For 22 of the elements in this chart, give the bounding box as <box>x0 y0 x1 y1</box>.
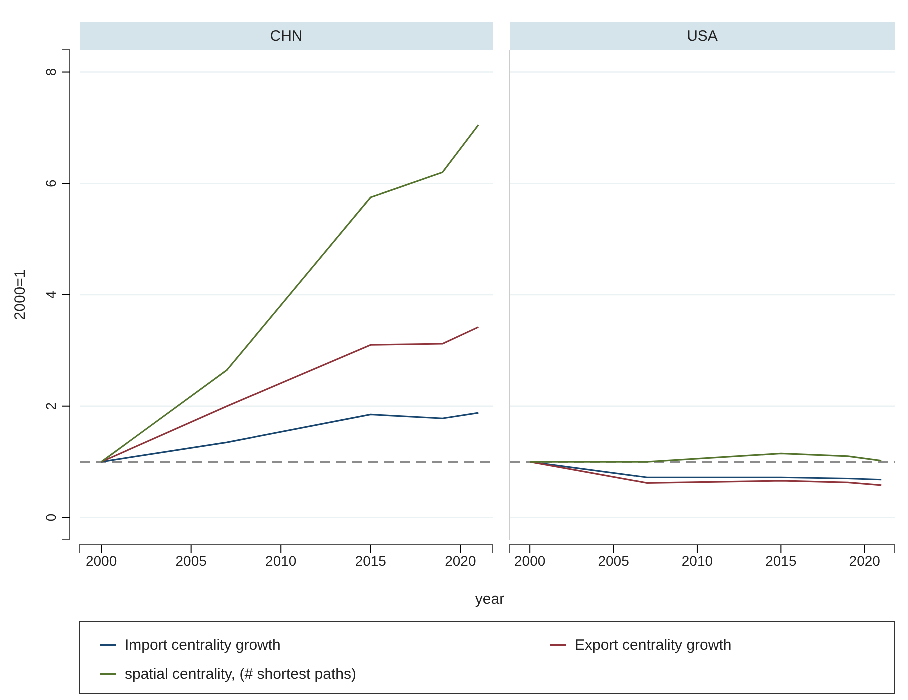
legend-label: Export centrality growth <box>575 637 732 654</box>
x-tick-label: 2015 <box>355 552 387 569</box>
x-tick-label: 2020 <box>849 552 881 569</box>
legend-label: spatial centrality, (# shortest paths) <box>125 666 356 683</box>
y-tick-label: 8 <box>43 68 59 76</box>
x-tick-label: 2000 <box>514 552 546 569</box>
x-tick-label: 2005 <box>176 552 208 569</box>
y-axis-title: 2000=1 <box>12 270 29 320</box>
y-tick-label: 6 <box>43 180 59 188</box>
x-tick-label: 2010 <box>682 552 714 569</box>
x-tick-label: 2020 <box>445 552 476 569</box>
x-axis-title: year <box>475 591 505 608</box>
y-tick-label: 0 <box>43 514 59 522</box>
y-tick-label: 4 <box>43 290 59 299</box>
y-tick-label: 2 <box>43 402 59 410</box>
x-tick-label: 2005 <box>598 552 630 569</box>
x-tick-label: 2015 <box>766 552 797 569</box>
chart-title: USA <box>687 28 718 45</box>
legend-label: Import centrality growth <box>125 637 281 654</box>
x-tick-label: 2000 <box>86 552 118 569</box>
chart-title: CHN <box>270 28 303 45</box>
x-tick-label: 2010 <box>266 552 297 569</box>
